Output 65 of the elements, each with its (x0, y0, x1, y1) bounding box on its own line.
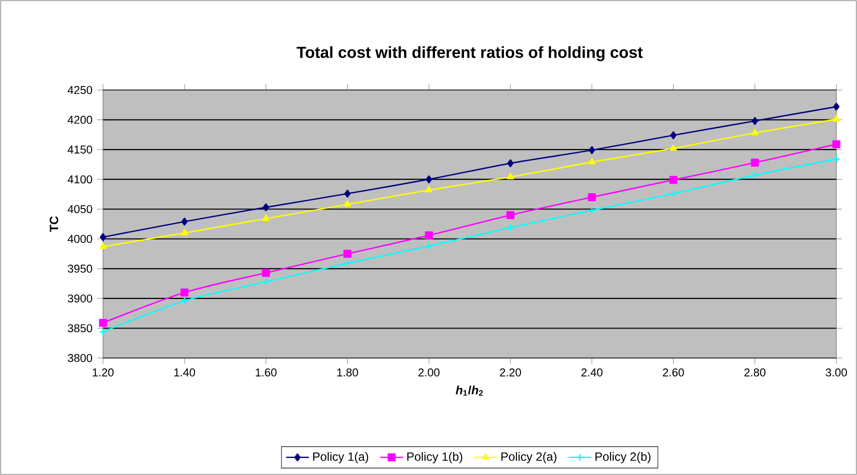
legend-label: Policy 1(b) (407, 452, 462, 464)
x-tick-label: 1.80 (337, 368, 358, 376)
chart-title: Total cost with different ratios of holding cost (296, 46, 643, 62)
point (180, 296, 188, 305)
point (750, 171, 759, 180)
legend-label: Policy 2(a) (501, 452, 556, 464)
point (262, 203, 270, 212)
point (752, 116, 758, 125)
point (669, 176, 678, 184)
point (262, 268, 270, 277)
point (588, 158, 596, 164)
point (670, 131, 677, 140)
y-tick-label: 4100 (68, 175, 92, 184)
x-axis-title: h$_{1}$/h$_{2}$ (456, 386, 483, 396)
point (344, 190, 351, 198)
point (262, 214, 270, 221)
point (343, 259, 352, 268)
point (100, 233, 106, 242)
point (424, 242, 433, 250)
point (750, 158, 759, 167)
point (588, 193, 596, 202)
x-tick-label: 2.00 (418, 368, 440, 376)
point (344, 200, 352, 207)
point (506, 224, 514, 232)
x-tick-label: 3.00 (826, 368, 847, 376)
point (180, 228, 188, 236)
point (424, 231, 433, 240)
y-tick-label: 4050 (68, 205, 92, 214)
point (506, 172, 514, 180)
point (669, 190, 678, 198)
y-tick-label: 4250 (68, 86, 92, 94)
point (507, 159, 514, 168)
x-tick-label: 1.40 (174, 368, 196, 376)
y-tick-label: 3800 (68, 354, 92, 362)
x-tick-label: 2.80 (744, 368, 766, 376)
point (670, 144, 677, 151)
y-tick-label: 4150 (68, 146, 92, 154)
x-tick-label: 1.60 (256, 368, 277, 376)
point (425, 186, 432, 192)
point (181, 218, 188, 226)
point (832, 140, 840, 148)
legend-label: Policy 2(b) (596, 452, 650, 464)
point (588, 146, 596, 154)
point (343, 250, 352, 258)
x-tick-label: 2.20 (500, 368, 521, 376)
y-tick-label: 4000 (68, 234, 92, 243)
point (832, 115, 840, 122)
point (506, 211, 514, 220)
y-axis-title: TC (50, 216, 58, 232)
point (426, 175, 432, 184)
x-tick-label: 2.40 (581, 368, 602, 376)
point (833, 102, 840, 111)
point (99, 318, 108, 327)
point (751, 128, 758, 136)
y-tick-label: 3950 (68, 264, 92, 273)
point (99, 242, 107, 249)
point (262, 278, 270, 286)
point (588, 206, 596, 214)
point (180, 288, 188, 296)
x-tick-label: 2.60 (662, 368, 684, 376)
y-tick-label: 3900 (68, 294, 92, 302)
y-tick-label: 4200 (68, 116, 92, 124)
x-tick-label: 1.20 (92, 368, 114, 376)
y-tick-label: 3850 (68, 324, 92, 332)
legend-label: Policy 1(a) (313, 452, 368, 464)
